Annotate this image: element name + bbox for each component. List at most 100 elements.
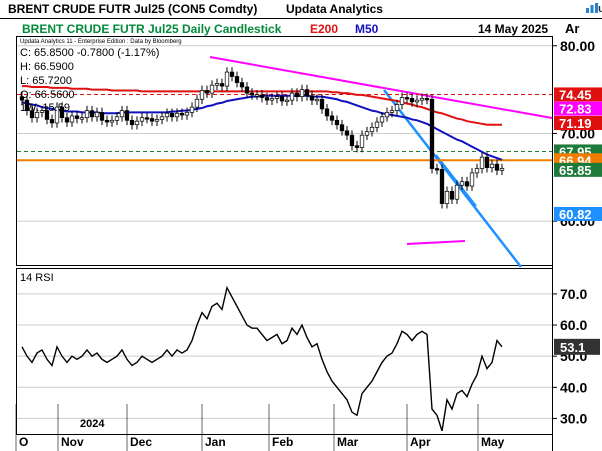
candle-body — [134, 120, 140, 126]
month-label: Nov — [61, 435, 84, 449]
candle-body — [24, 99, 30, 112]
rsi-last-value-box — [554, 338, 600, 355]
candle-body — [314, 98, 320, 102]
candle-body — [54, 106, 60, 124]
updata-logo: updata — [586, 0, 602, 18]
candle-body — [304, 89, 310, 97]
candle-body — [384, 112, 390, 118]
candle-body — [94, 112, 100, 118]
price-level-box — [554, 101, 602, 116]
candle-body — [299, 89, 305, 97]
candle-body — [19, 96, 25, 101]
price-level-box — [554, 87, 602, 102]
candle-body — [179, 112, 185, 116]
blue-channel-line — [435, 154, 477, 207]
candle-body — [424, 98, 430, 101]
candle-body — [369, 126, 375, 133]
candle-body — [44, 110, 50, 120]
chart-title: BRENT CRUDE FUTR Jul25 Daily Candlestick — [22, 22, 282, 36]
month-label: Mar — [337, 435, 359, 449]
month-label: Feb — [272, 435, 293, 449]
candle-body — [379, 116, 385, 123]
instrument-title: BRENT CRUDE FUTR Jul25 (CON5 Comdty) — [8, 2, 258, 16]
candle-body — [184, 112, 190, 116]
candle-body — [354, 145, 360, 148]
candle-body — [74, 115, 80, 119]
candle-body — [484, 156, 490, 169]
candle-body — [209, 84, 215, 94]
candle-body — [444, 190, 450, 204]
candle-body — [89, 110, 95, 118]
blue-downtrend-line — [383, 89, 522, 268]
candle-body — [169, 112, 175, 118]
candle-body — [154, 119, 160, 122]
candle-body — [419, 98, 425, 101]
candle-body — [189, 106, 195, 113]
bar-chart-icon — [586, 3, 598, 13]
price-level-label: 74.45 — [559, 87, 592, 102]
candle-body — [269, 98, 275, 101]
chart-date: 14 May 2025 — [478, 22, 548, 36]
candle-body — [344, 130, 350, 136]
candle-body — [149, 118, 155, 122]
rsi-tick-label: 30.0 — [560, 410, 587, 426]
rsi-line — [21, 285, 503, 432]
price-level-label: 71.19 — [559, 116, 592, 131]
ohlc-extra: 1W: 15.59 — [20, 102, 70, 114]
magenta-downtrend-line — [209, 56, 553, 119]
price-level-box — [554, 162, 602, 177]
candle-body — [389, 110, 395, 113]
candle-body — [234, 76, 240, 83]
month-label: O — [19, 435, 28, 449]
title-bar: BRENT CRUDE FUTR Jul25 (CON5 Comdty) Upd… — [0, 0, 602, 18]
price-axis: 60.0070.0080.0074.4572.8371.1967.9566.94… — [552, 38, 602, 229]
price-level-label: 65.85 — [559, 163, 592, 178]
year-label: 2024 — [80, 418, 105, 430]
magenta-support-line — [406, 240, 466, 245]
candle-body — [469, 172, 475, 187]
candle-body — [244, 86, 250, 94]
candle-body — [339, 124, 345, 132]
rsi-tick-label: 70.0 — [560, 286, 587, 302]
candle-body — [219, 83, 225, 87]
candle-body — [164, 112, 170, 118]
candle-body — [349, 134, 355, 147]
rsi-title: 14 RSI — [20, 272, 54, 284]
candle-body — [69, 115, 75, 123]
candle-body — [119, 110, 125, 118]
candle-body — [49, 119, 55, 124]
candle-body — [144, 117, 150, 120]
candle-body — [199, 90, 205, 100]
candle-body — [284, 99, 290, 102]
candle-body — [204, 90, 210, 94]
candle-body — [79, 117, 85, 120]
month-label: Apr — [410, 435, 431, 449]
price-level-label: 72.83 — [559, 102, 592, 117]
ohlc-open: O: 66.5600 — [20, 89, 74, 101]
candle-body — [329, 115, 335, 121]
candle-body — [364, 131, 370, 136]
rsi-axis: 30.040.050.060.070.053.1 — [552, 286, 600, 426]
candle-body — [404, 97, 410, 100]
candle-body — [474, 168, 480, 174]
publisher-name: Updata Analytics — [286, 2, 383, 16]
candle-body — [294, 92, 300, 97]
month-label: May — [481, 435, 505, 449]
rsi-tick-label: 60.0 — [560, 317, 587, 333]
candle-body — [324, 108, 330, 117]
candle-body — [249, 92, 255, 96]
candle-body — [214, 83, 220, 86]
candle-body — [39, 110, 45, 113]
month-label: Jan — [205, 435, 226, 449]
rsi-series-line — [21, 285, 503, 432]
candle-body — [439, 169, 445, 204]
month-axis: O Nov Dec Jan Feb Mar Apr May — [15, 404, 505, 451]
candle-body — [494, 163, 500, 171]
candle-body — [479, 156, 485, 169]
candle-body — [174, 112, 180, 118]
candle-body — [499, 168, 505, 171]
candle-body — [114, 116, 120, 121]
candle-body — [394, 104, 400, 112]
rsi-grid — [17, 293, 552, 419]
price-level-label: 60.82 — [559, 207, 592, 222]
